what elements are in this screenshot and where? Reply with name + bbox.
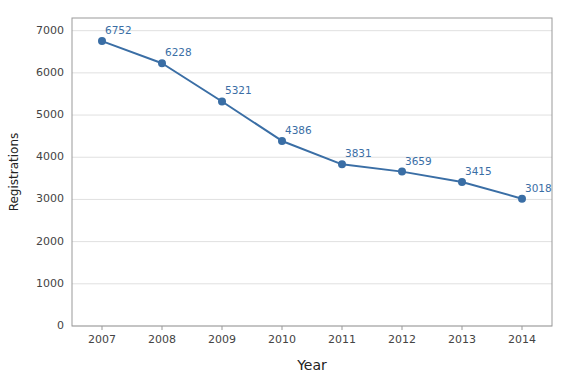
y-tick-label: 5000 bbox=[36, 108, 64, 121]
data-label: 3659 bbox=[405, 155, 432, 167]
x-tick bbox=[402, 326, 403, 330]
data-label: 3831 bbox=[345, 147, 372, 159]
point-marker bbox=[518, 195, 526, 203]
x-tick-label: 2007 bbox=[88, 333, 116, 346]
plot-frame bbox=[72, 18, 552, 326]
grid-line bbox=[72, 157, 552, 158]
y-tick-label: 7000 bbox=[36, 24, 64, 37]
x-tick-label: 2012 bbox=[388, 333, 416, 346]
point-marker bbox=[158, 59, 166, 67]
x-axis-label: Year bbox=[296, 357, 327, 373]
grid-line bbox=[72, 241, 552, 242]
x-tick-label: 2008 bbox=[148, 333, 176, 346]
data-label: 4386 bbox=[285, 124, 312, 136]
y-tick-label: 3000 bbox=[36, 192, 64, 205]
data-label: 6752 bbox=[105, 24, 132, 36]
x-tick-label: 2011 bbox=[328, 333, 356, 346]
y-axis-label: Registrations bbox=[7, 133, 21, 212]
data-label: 6228 bbox=[165, 46, 192, 58]
point-marker bbox=[398, 168, 406, 176]
x-tick bbox=[102, 326, 103, 330]
y-tick-label: 6000 bbox=[36, 66, 64, 79]
x-tick bbox=[342, 326, 343, 330]
x-tick bbox=[522, 326, 523, 330]
point-marker bbox=[278, 137, 286, 145]
chart-container: 0 1000 2000 3000 4000 5000 6000 7000 2007 2008 200… bbox=[0, 0, 570, 380]
point-marker bbox=[458, 178, 466, 186]
series-line bbox=[102, 41, 522, 199]
point-marker bbox=[98, 37, 106, 45]
x-tick bbox=[162, 326, 163, 330]
data-label: 3415 bbox=[465, 165, 492, 177]
x-tick-label: 2009 bbox=[208, 333, 236, 346]
x-tick bbox=[462, 326, 463, 330]
data-label: 3018 bbox=[525, 182, 552, 194]
series-group bbox=[98, 37, 526, 203]
y-tick-label: 0 bbox=[57, 319, 64, 332]
y-tick-label: 1000 bbox=[36, 277, 64, 290]
grid-line bbox=[72, 283, 552, 284]
x-tick-label: 2010 bbox=[268, 333, 296, 346]
grid-line bbox=[72, 115, 552, 116]
x-tick bbox=[222, 326, 223, 330]
data-label: 5321 bbox=[225, 84, 252, 96]
y-tick-label: 4000 bbox=[36, 150, 64, 163]
chart: 0 1000 2000 3000 4000 5000 6000 7000 2007 2008 200… bbox=[0, 0, 570, 380]
grid-line bbox=[72, 30, 552, 31]
x-tick-label: 2013 bbox=[448, 333, 476, 346]
x-tick-label: 2014 bbox=[508, 333, 536, 346]
x-tick bbox=[282, 326, 283, 330]
grid-line bbox=[72, 199, 552, 200]
y-tick-label: 2000 bbox=[36, 235, 64, 248]
point-marker bbox=[338, 160, 346, 168]
point-marker bbox=[218, 97, 226, 105]
grid-line bbox=[72, 72, 552, 73]
